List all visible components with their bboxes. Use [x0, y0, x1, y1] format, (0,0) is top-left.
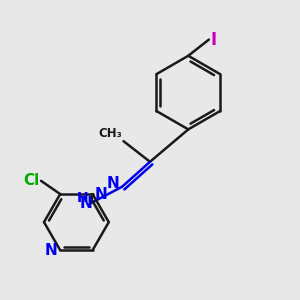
Text: N: N: [106, 176, 119, 191]
Text: Cl: Cl: [23, 173, 40, 188]
Text: H: H: [77, 191, 89, 205]
Text: I: I: [210, 31, 217, 49]
Text: N: N: [80, 196, 93, 211]
Text: N: N: [95, 187, 108, 202]
Text: CH₃: CH₃: [98, 127, 122, 140]
Text: N: N: [45, 243, 58, 258]
